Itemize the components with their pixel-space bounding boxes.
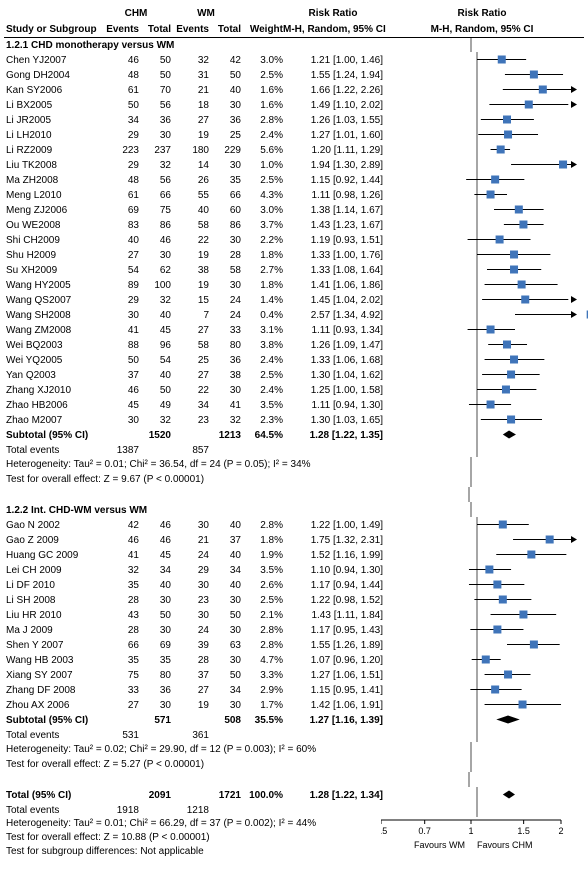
study-label: Ma J 2009 <box>4 625 101 636</box>
study-label: Wang HY2005 <box>4 280 101 291</box>
col-tot2: Total <box>209 24 241 35</box>
svg-text:2: 2 <box>558 826 563 836</box>
total-events-label: Total events <box>4 730 101 741</box>
svg-text:0.5: 0.5 <box>381 826 387 836</box>
col-tot1: Total <box>139 24 171 35</box>
col-ev1: Events <box>101 24 139 35</box>
stats-line: Test for subgroup differences: Not appli… <box>4 846 381 860</box>
study-label: Shen Y 2007 <box>4 640 101 651</box>
study-label: Ma ZH2008 <box>4 175 101 186</box>
study-label: Gao N 2002 <box>4 520 101 531</box>
wm-header: WM <box>171 8 241 22</box>
study-label: Wei YQ2005 <box>4 355 101 366</box>
stats-line: Test for overall effect: Z = 5.27 (P < 0… <box>4 759 381 773</box>
rr-header-plot: Risk Ratio <box>387 8 577 22</box>
study-label: Su XH2009 <box>4 265 101 276</box>
study-label: Kan SY2006 <box>4 85 101 96</box>
col-mh-plot: M-H, Random, 95% CI <box>387 24 577 35</box>
chm-header: CHM <box>101 8 171 22</box>
study-label: Li SH 2008 <box>4 595 101 606</box>
group-title: 1.2.2 Int. CHD-WM versus WM <box>4 505 381 516</box>
subtotal-label: Subtotal (95% CI) <box>4 715 101 726</box>
total-events-label: Total events <box>4 445 101 456</box>
study-label: Zhang XJ2010 <box>4 385 101 396</box>
study-label: Gao Z 2009 <box>4 535 101 546</box>
rr-header: Risk Ratio <box>283 8 387 22</box>
study-label: Zhao HB2006 <box>4 400 101 411</box>
study-label: Wang SH2008 <box>4 310 101 321</box>
svg-text:0.7: 0.7 <box>418 826 431 836</box>
stats-line: Test for overall effect: Z = 9.67 (P < 0… <box>4 474 381 488</box>
svg-text:1.5: 1.5 <box>517 826 530 836</box>
study-label: Chen YJ2007 <box>4 55 101 66</box>
study-label: Li JR2005 <box>4 115 101 126</box>
study-label: Liu TK2008 <box>4 160 101 171</box>
col-mh: M-H, Random, 95% CI <box>283 24 387 35</box>
study-label: Wang HB 2003 <box>4 655 101 666</box>
col-study: Study or Subgroup <box>4 24 101 35</box>
study-label: Huang GC 2009 <box>4 550 101 561</box>
stats-line: Heterogeneity: Tau² = 0.01; Chi² = 66.29… <box>4 818 381 832</box>
total-label: Total (95% CI) <box>4 790 101 801</box>
study-label: Shi CH2009 <box>4 235 101 246</box>
study-label: Meng L2010 <box>4 190 101 201</box>
study-label: Li RZ2009 <box>4 145 101 156</box>
svg-text:Favours WM: Favours WM <box>414 840 465 850</box>
study-label: Xiang SY 2007 <box>4 670 101 681</box>
svg-text:Favours CHM: Favours CHM <box>477 840 533 850</box>
study-label: Yan Q2003 <box>4 370 101 381</box>
study-label: Zhang DF 2008 <box>4 685 101 696</box>
subtotal-label: Subtotal (95% CI) <box>4 430 101 441</box>
group-title: 1.2.1 CHD monotherapy versus WM <box>4 40 381 51</box>
study-label: Ou WE2008 <box>4 220 101 231</box>
study-label: Li BX2005 <box>4 100 101 111</box>
study-label: Zhao M2007 <box>4 415 101 426</box>
stats-line: Heterogeneity: Tau² = 0.02; Chi² = 29.90… <box>4 744 381 758</box>
study-label: Liu HR 2010 <box>4 610 101 621</box>
study-label: Gong DH2004 <box>4 70 101 81</box>
study-label: Wang ZM2008 <box>4 325 101 336</box>
study-label: Lei CH 2009 <box>4 565 101 576</box>
study-label: Shu H2009 <box>4 250 101 261</box>
stats-line: Test for overall effect: Z = 10.88 (P < … <box>4 832 381 846</box>
study-label: Li LH2010 <box>4 130 101 141</box>
forest-axis: 0.5 0.7 1 1.5 2 Favours WM Favours CHM <box>381 818 571 861</box>
stats-line: Heterogeneity: Tau² = 0.01; Chi² = 36.54… <box>4 459 381 473</box>
col-ev2: Events <box>171 24 209 35</box>
col-weight: Weight <box>241 24 283 35</box>
study-label: Meng ZJ2006 <box>4 205 101 216</box>
study-label: Wei BQ2003 <box>4 340 101 351</box>
svg-text:1: 1 <box>468 826 473 836</box>
study-label: Wang QS2007 <box>4 295 101 306</box>
study-label: Li DF 2010 <box>4 580 101 591</box>
study-label: Zhou AX 2006 <box>4 700 101 711</box>
